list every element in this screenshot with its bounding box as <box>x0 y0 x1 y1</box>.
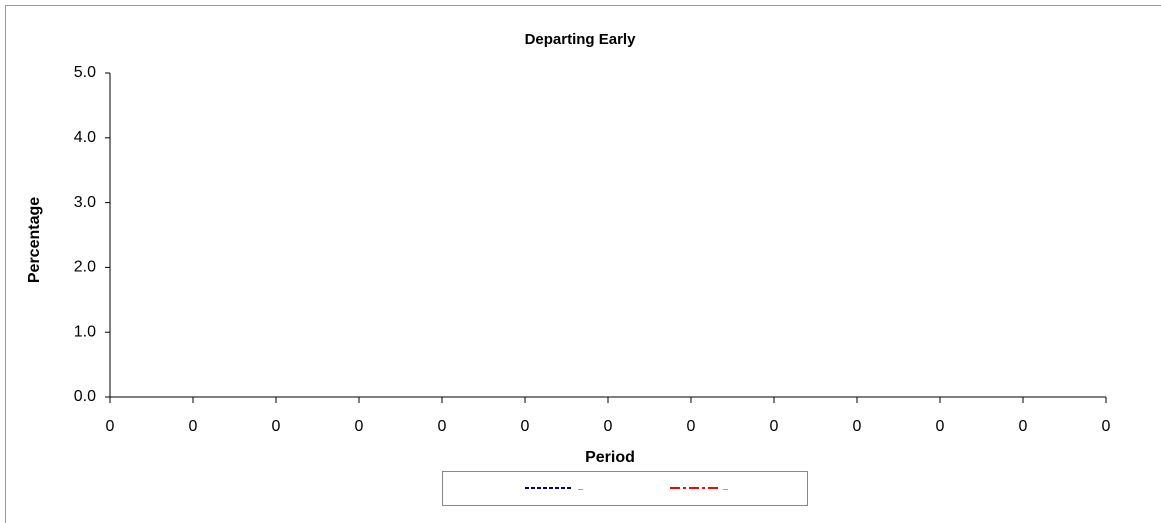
legend-label: – <box>578 483 583 493</box>
x-tick-label: 0 <box>521 418 530 435</box>
x-tick-label: 0 <box>272 418 281 435</box>
y-tick-label: 1.0 <box>74 323 96 340</box>
y-tick-label: 3.0 <box>74 194 96 211</box>
x-tick-label: 0 <box>1102 418 1111 435</box>
y-tick-label: 5.0 <box>74 64 96 81</box>
x-tick-label: 0 <box>687 418 696 435</box>
y-tick-label: 4.0 <box>74 129 96 146</box>
x-tick-label: 0 <box>770 418 779 435</box>
y-axis-label: Percentage <box>26 197 43 283</box>
chart-frame <box>5 5 1161 523</box>
legend <box>442 471 808 506</box>
x-tick-label: 0 <box>604 418 613 435</box>
x-tick-label: 0 <box>438 418 447 435</box>
x-tick-label: 0 <box>853 418 862 435</box>
x-tick-label: 0 <box>1019 418 1028 435</box>
x-tick-label: 0 <box>936 418 945 435</box>
y-tick-label: 0.0 <box>74 388 96 405</box>
y-tick-label: 2.0 <box>74 259 96 276</box>
legend-label: – <box>723 483 728 493</box>
x-tick-label: 0 <box>106 418 115 435</box>
chart-title: Departing Early <box>525 31 637 48</box>
x-axis-label: Period <box>585 449 635 466</box>
x-tick-label: 0 <box>355 418 364 435</box>
x-tick-label: 0 <box>189 418 198 435</box>
